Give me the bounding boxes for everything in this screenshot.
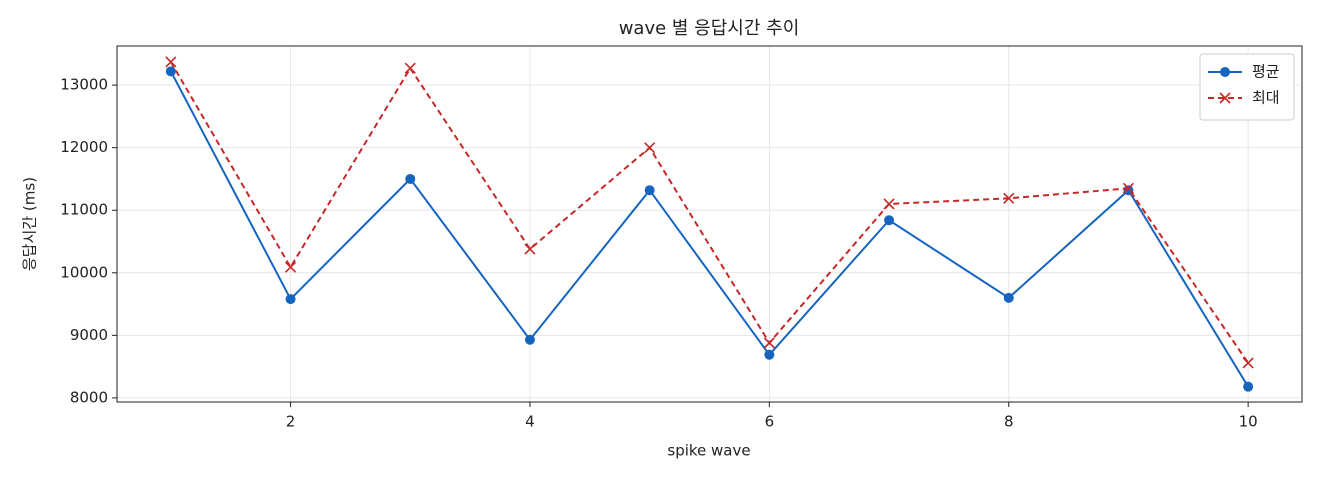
series-line: [169, 70, 1249, 388]
marker-stroke: [284, 261, 297, 273]
marker: [405, 173, 416, 184]
x-tick-label: 2: [286, 413, 296, 431]
chart-title: wave 별 응답시간 추이: [619, 18, 800, 39]
marker: [285, 294, 296, 305]
marker: [763, 337, 775, 349]
x-tick-label: 10: [1239, 413, 1258, 431]
plot-frame: [116, 45, 1303, 403]
marker-stroke: [644, 142, 656, 154]
marker: [524, 334, 535, 345]
marker-stroke: [1219, 92, 1231, 104]
marker-stroke: [1122, 182, 1135, 194]
marker: [284, 261, 297, 273]
y-tick-label: 10000: [60, 263, 108, 281]
marker-stroke: [763, 337, 775, 349]
marker: [884, 215, 895, 226]
marker-stroke: [883, 198, 895, 210]
legend-box: [1199, 53, 1295, 121]
marker-stroke: [524, 243, 536, 255]
marker: [1003, 192, 1015, 204]
marker: [404, 62, 416, 74]
y-tick-label: 13000: [60, 76, 108, 94]
marker: [1122, 182, 1135, 194]
marker: [1220, 67, 1230, 77]
x-tick-label: 4: [525, 413, 535, 431]
legend-label: 최대: [1252, 89, 1280, 107]
marker-stroke: [1003, 192, 1015, 204]
y-tick-label: 9000: [70, 326, 108, 344]
y-tick-label: 8000: [70, 388, 108, 406]
y-tick-label: 11000: [60, 201, 108, 219]
x-tick-label: 8: [1004, 413, 1014, 431]
marker: [644, 185, 655, 196]
marker: [1219, 92, 1231, 104]
marker: [764, 349, 775, 360]
marker: [165, 56, 177, 68]
y-axis-label: 응답시간 (ms): [21, 177, 39, 271]
x-axis-label: spike wave: [667, 442, 750, 460]
x-tick-label: 6: [765, 413, 775, 431]
marker: [1243, 381, 1254, 392]
series-line: [170, 61, 1249, 364]
marker: [1003, 292, 1014, 303]
marker: [524, 243, 536, 255]
marker-stroke: [404, 62, 416, 74]
marker: [1242, 357, 1254, 369]
legend-label: 평균: [1252, 63, 1280, 81]
marker: [165, 66, 176, 77]
marker-stroke: [1242, 357, 1254, 369]
marker: [883, 198, 895, 210]
marker: [644, 142, 656, 154]
marker-stroke: [165, 56, 177, 68]
y-tick-label: 12000: [60, 138, 108, 156]
